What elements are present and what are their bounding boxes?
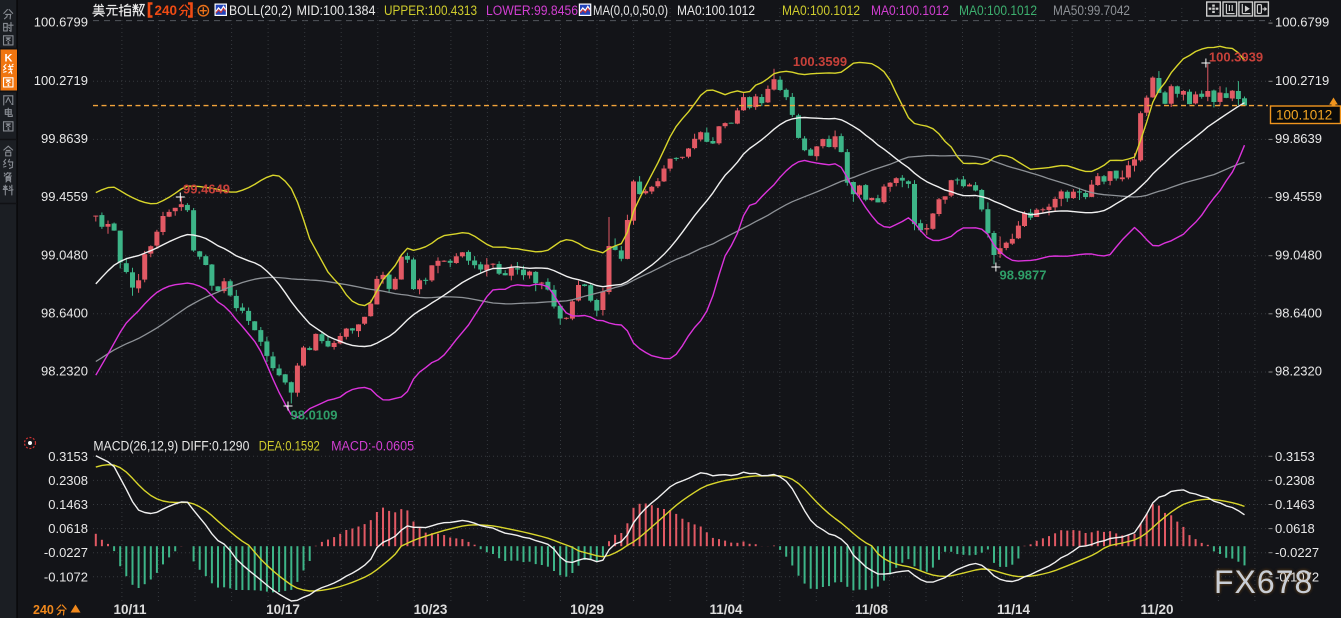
svg-text:MACD:-0.0605: MACD:-0.0605: [331, 439, 414, 454]
svg-text:-0.0227: -0.0227: [44, 545, 88, 560]
svg-text:99.4649: 99.4649: [183, 182, 230, 197]
svg-text:MACD(26,12,9) DIFF:0.1290: MACD(26,12,9) DIFF:0.1290: [93, 439, 249, 454]
svg-text:11/20: 11/20: [1140, 602, 1173, 617]
svg-text:0.3153: 0.3153: [48, 449, 88, 464]
svg-text:0.0618: 0.0618: [1275, 521, 1315, 536]
svg-text:240: 240: [33, 603, 54, 617]
svg-text:98.2320: 98.2320: [1275, 364, 1322, 379]
svg-text:MA0:100.1012: MA0:100.1012: [677, 3, 755, 18]
svg-text:MA50:99.7042: MA50:99.7042: [1053, 3, 1130, 18]
svg-text:FX678: FX678: [1214, 564, 1313, 600]
svg-text:-0.1072: -0.1072: [44, 569, 88, 584]
svg-text:99.8639: 99.8639: [1275, 131, 1322, 146]
svg-text:240: 240: [155, 3, 178, 18]
svg-text:10/23: 10/23: [414, 602, 448, 617]
svg-text:100.6799: 100.6799: [1275, 15, 1329, 30]
svg-text:11/14: 11/14: [997, 602, 1031, 617]
svg-text:0.1463: 0.1463: [1275, 497, 1315, 512]
svg-text:99.0480: 99.0480: [41, 247, 88, 262]
svg-text:99.4559: 99.4559: [41, 189, 88, 204]
svg-text:MA0:100.1012: MA0:100.1012: [871, 3, 949, 18]
svg-text:99.8639: 99.8639: [41, 131, 88, 146]
svg-text:BOLL(20,2): BOLL(20,2): [229, 3, 292, 18]
svg-text:11/08: 11/08: [855, 602, 889, 617]
svg-text:K: K: [5, 53, 13, 65]
svg-text:0.0618: 0.0618: [48, 521, 88, 536]
svg-text:98.6400: 98.6400: [41, 305, 88, 320]
svg-text:99.4559: 99.4559: [1275, 189, 1322, 204]
svg-text:LOWER:99.8456: LOWER:99.8456: [486, 3, 578, 18]
svg-text:98.9877: 98.9877: [1000, 268, 1047, 283]
svg-text:MA(0,0,0,50,0): MA(0,0,0,50,0): [593, 3, 668, 18]
svg-text:MID:100.1384: MID:100.1384: [297, 3, 376, 18]
svg-text:-0.1072: -0.1072: [1275, 569, 1319, 584]
svg-text:DEA:0.1592: DEA:0.1592: [259, 439, 320, 454]
svg-text:98.0109: 98.0109: [291, 408, 338, 423]
svg-text:10/11: 10/11: [113, 602, 147, 617]
svg-text:0.3153: 0.3153: [1275, 449, 1315, 464]
svg-text:MA0:100.1012: MA0:100.1012: [782, 3, 860, 18]
svg-text:0.2308: 0.2308: [48, 473, 88, 488]
svg-text:100.3939: 100.3939: [1209, 50, 1263, 65]
svg-text:98.2320: 98.2320: [41, 364, 88, 379]
svg-text:10/29: 10/29: [570, 602, 604, 617]
svg-text:100.3599: 100.3599: [793, 54, 847, 69]
svg-text:100.2719: 100.2719: [1275, 73, 1329, 88]
svg-text:UPPER:100.4313: UPPER:100.4313: [384, 3, 477, 18]
svg-text:100.2719: 100.2719: [34, 73, 88, 88]
svg-text:-0.0227: -0.0227: [1275, 545, 1319, 560]
svg-text:100.6799: 100.6799: [34, 15, 88, 30]
svg-text:10/17: 10/17: [266, 602, 300, 617]
svg-text:98.6400: 98.6400: [1275, 305, 1322, 320]
svg-text:100.1012: 100.1012: [1276, 108, 1332, 123]
svg-text:11/04: 11/04: [709, 602, 743, 617]
svg-text:99.0480: 99.0480: [1275, 247, 1322, 262]
svg-text:MA0:100.1012: MA0:100.1012: [959, 3, 1037, 18]
svg-text:0.1463: 0.1463: [48, 497, 88, 512]
svg-text:0.2308: 0.2308: [1275, 473, 1315, 488]
